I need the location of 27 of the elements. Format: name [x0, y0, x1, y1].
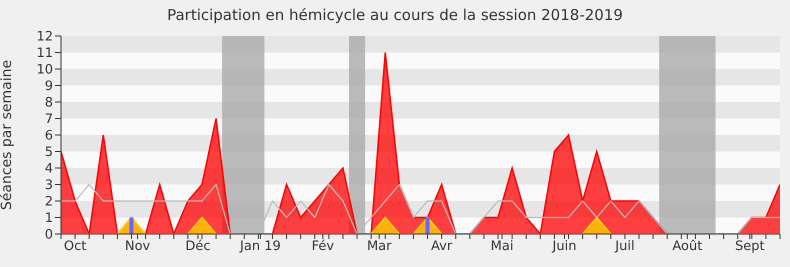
- y-tick-label: 0: [44, 228, 53, 243]
- x-tick-label: Mai: [490, 239, 514, 254]
- x-tick-label: Nov: [124, 239, 151, 254]
- y-tick-label: 9: [44, 79, 53, 94]
- x-tick-label: Fév: [312, 239, 334, 254]
- x-tick-label: Juin: [552, 239, 576, 254]
- y-tick-label: 1: [44, 211, 53, 226]
- y-tick-label: 3: [44, 178, 53, 194]
- y-tick-label: 2: [44, 194, 53, 210]
- x-tick-label: Avr: [431, 239, 453, 254]
- x-tick-label: Déc: [185, 239, 211, 254]
- x-tick-label: Mar: [366, 239, 392, 254]
- y-tick-label: 8: [44, 96, 53, 111]
- x-tick-label: Jan 19: [239, 239, 281, 254]
- chart-title: Participation en hémicycle au cours de la session 2018-2019: [166, 6, 624, 24]
- x-tick-label: Oct: [64, 239, 86, 254]
- x-tick-label: Août: [672, 239, 702, 254]
- x-tick-label: Sept: [734, 239, 765, 254]
- y-tick-label: 11: [36, 46, 53, 62]
- y-tick-label: 10: [36, 62, 53, 78]
- y-tick-label: 6: [44, 128, 53, 144]
- y-tick-label: 5: [44, 145, 53, 160]
- y-tick-label: 4: [44, 162, 53, 177]
- y-tick-label: 12: [36, 30, 53, 45]
- x-tick-label: Juil: [614, 239, 635, 254]
- y-axis-title: Séances par semaine: [0, 60, 15, 210]
- y-tick-label: 7: [44, 112, 53, 128]
